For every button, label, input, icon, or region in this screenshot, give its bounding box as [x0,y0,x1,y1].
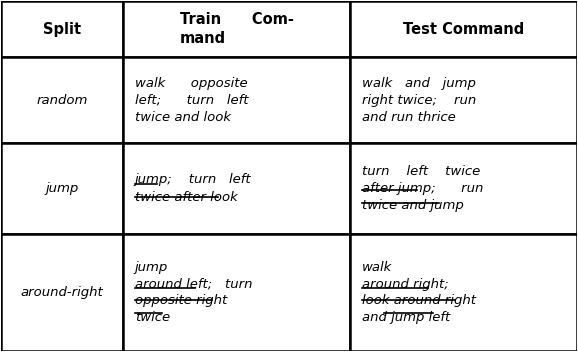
Text: random: random [36,94,88,107]
Bar [1,144,123,234]
Text: walk   and   jump
right twice;    run
and run thrice: walk and jump right twice; run and run t… [362,77,476,124]
Text: jump: jump [45,182,79,195]
Text: walk      opposite
left;      turn   left
twice and look: walk opposite left; turn left twice and … [135,77,248,124]
Bar [1,234,123,351]
Bar [123,57,350,144]
Bar [350,57,577,144]
Text: Test Command: Test Command [403,21,524,37]
Bar [1,1,123,57]
Text: Train      Com-
mand: Train Com- mand [180,12,294,46]
Text: turn    left    twice
after jump;      run
twice and jump: turn left twice after jump; run twice an… [362,165,483,212]
Text: walk
around right;
look around right
and jump left: walk around right; look around right and… [362,261,476,324]
Bar [350,144,577,234]
Bar [123,1,350,57]
Bar [1,57,123,144]
Text: Split: Split [43,21,81,37]
Bar [350,234,577,351]
Bar [123,144,350,234]
Text: around-right: around-right [21,286,103,299]
Text: jump
around left;   turn
opposite right
twice: jump around left; turn opposite right tw… [135,261,252,324]
Bar [123,234,350,351]
Bar [350,1,577,57]
Text: jump;    turn   left
twice after look: jump; turn left twice after look [135,173,251,204]
